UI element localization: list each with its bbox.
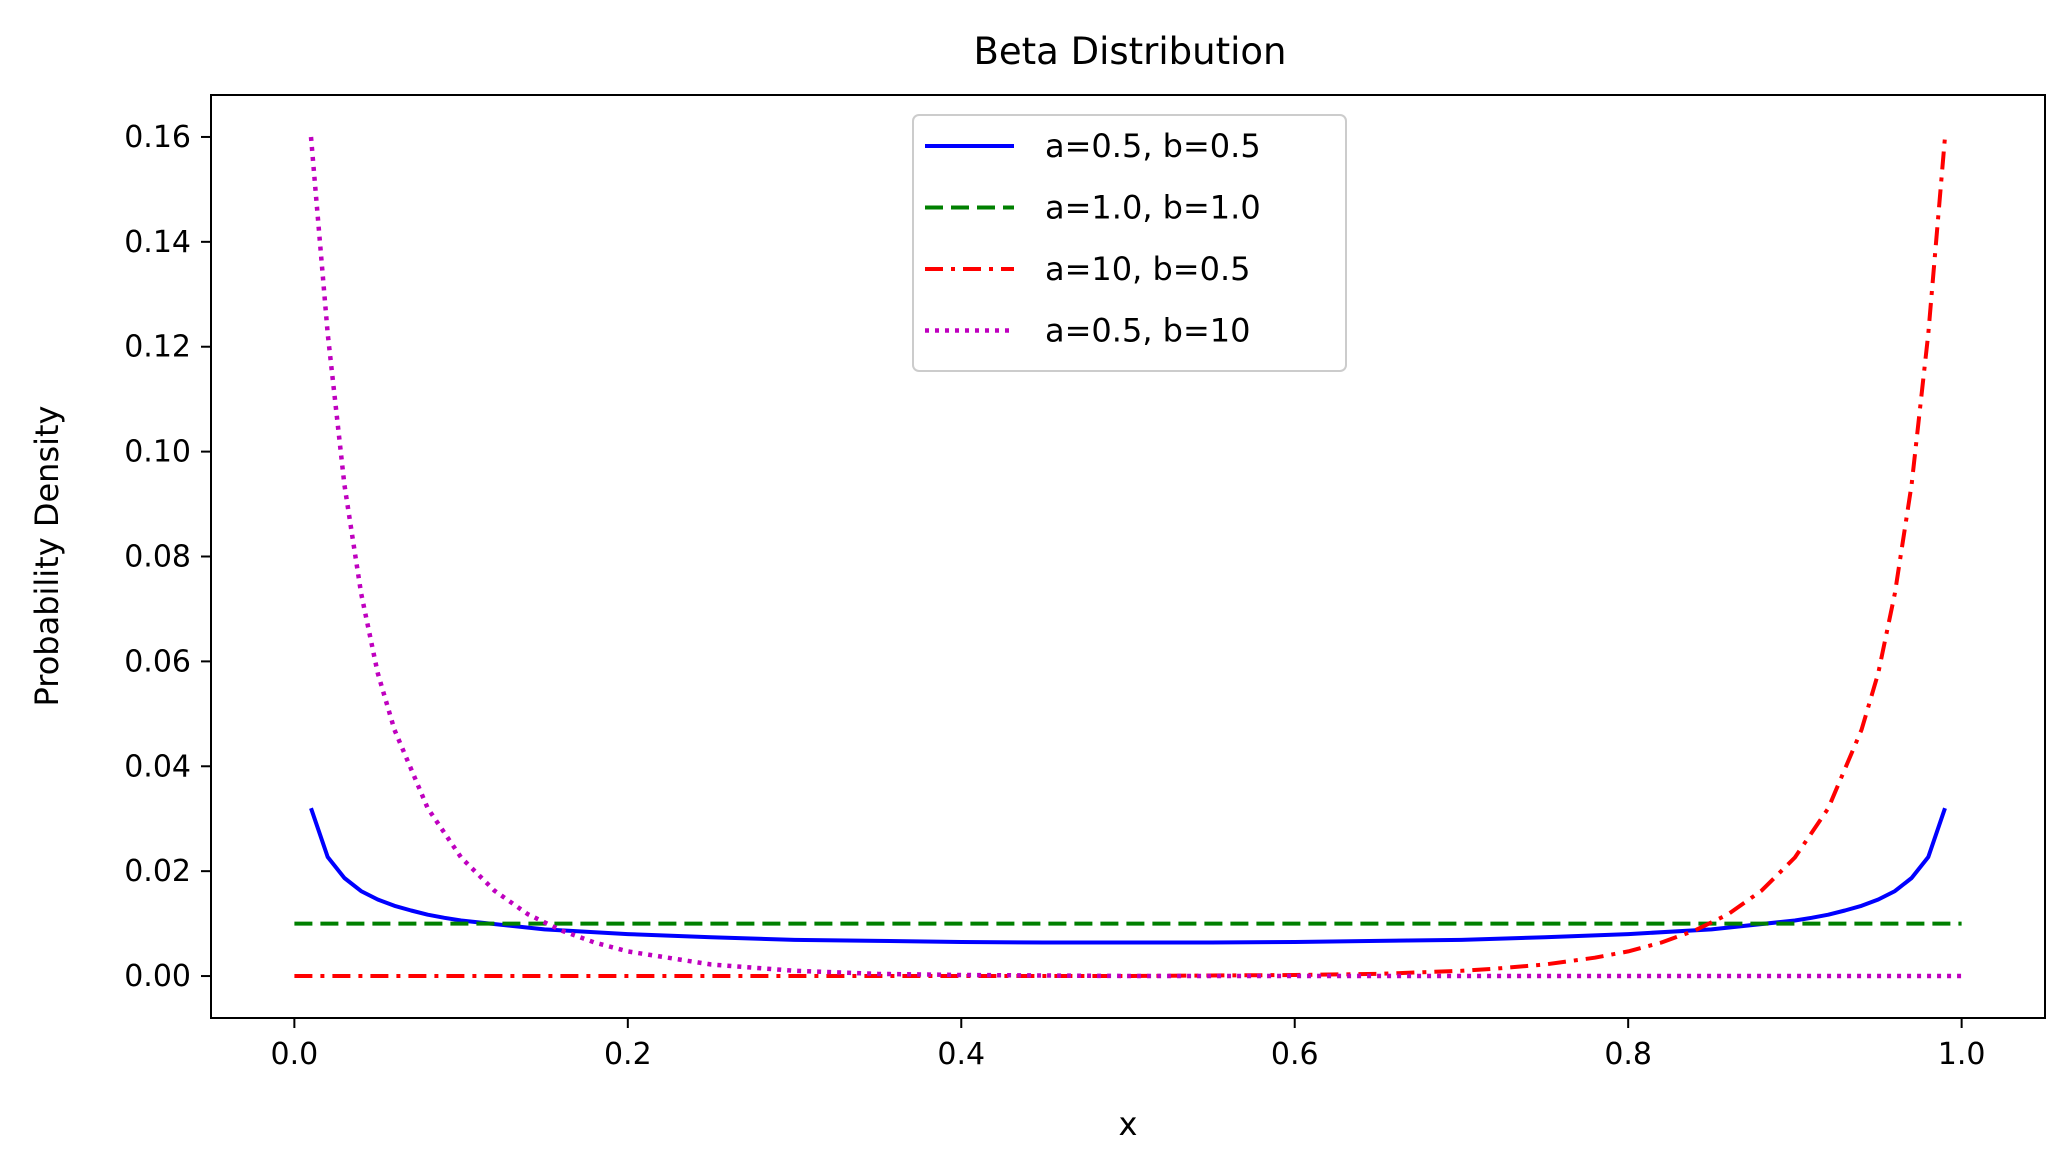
y-tick-label: 0.06 <box>124 644 191 679</box>
y-tick-label: 0.04 <box>124 749 191 784</box>
x-tick-label: 1.0 <box>1938 1037 1986 1072</box>
x-axis-label: x <box>1119 1105 1138 1143</box>
y-tick-label: 0.16 <box>124 120 191 155</box>
legend-label-a-0-5-b-0-5: a=0.5, b=0.5 <box>1045 127 1261 165</box>
legend-label-a-10-b-0-5: a=10, b=0.5 <box>1045 250 1251 288</box>
y-tick-label: 0.12 <box>124 330 191 365</box>
legend: a=0.5, b=0.5 a=1.0, b=1.0 a=10, b=0.5 a=0.5… <box>912 114 1347 372</box>
legend-box <box>912 114 1347 372</box>
x-axis: 0.0 0.2 0.4 0.6 0.8 1.0 <box>271 1018 1986 1072</box>
y-tick-label: 0.14 <box>124 225 191 260</box>
legend-entries: a=0.5, b=0.5 a=1.0, b=1.0 a=10, b=0.5 a=0.5… <box>925 127 1261 350</box>
x-tick-label: 0.8 <box>1604 1037 1652 1072</box>
legend-label-a-1-0-b-1-0: a=1.0, b=1.0 <box>1045 189 1261 227</box>
y-axis: 0.00 0.02 0.04 0.06 0.08 0.10 0.12 0.14 0.16 <box>124 120 211 994</box>
y-tick-label: 0.02 <box>124 854 191 889</box>
x-tick-label: 0.6 <box>1271 1037 1319 1072</box>
y-tick-label: 0.08 <box>124 540 191 575</box>
y-tick-label: 0.10 <box>124 435 191 470</box>
series-line-a-0-5-b-0-5 <box>309 807 1947 945</box>
x-tick-label: 0.4 <box>937 1037 985 1072</box>
legend-label-a-0-5-b-10: a=0.5, b=10 <box>1045 312 1251 350</box>
y-tick-label: 0.00 <box>124 959 191 994</box>
chart-title: Beta Distribution <box>974 30 1287 73</box>
y-axis-label: Probability Density <box>28 406 66 707</box>
x-tick-label: 0.2 <box>604 1037 652 1072</box>
series-line-a-0-5-b-10 <box>308 136 1962 979</box>
x-tick-label: 0.0 <box>271 1037 319 1072</box>
series-layer <box>294 136 1962 979</box>
